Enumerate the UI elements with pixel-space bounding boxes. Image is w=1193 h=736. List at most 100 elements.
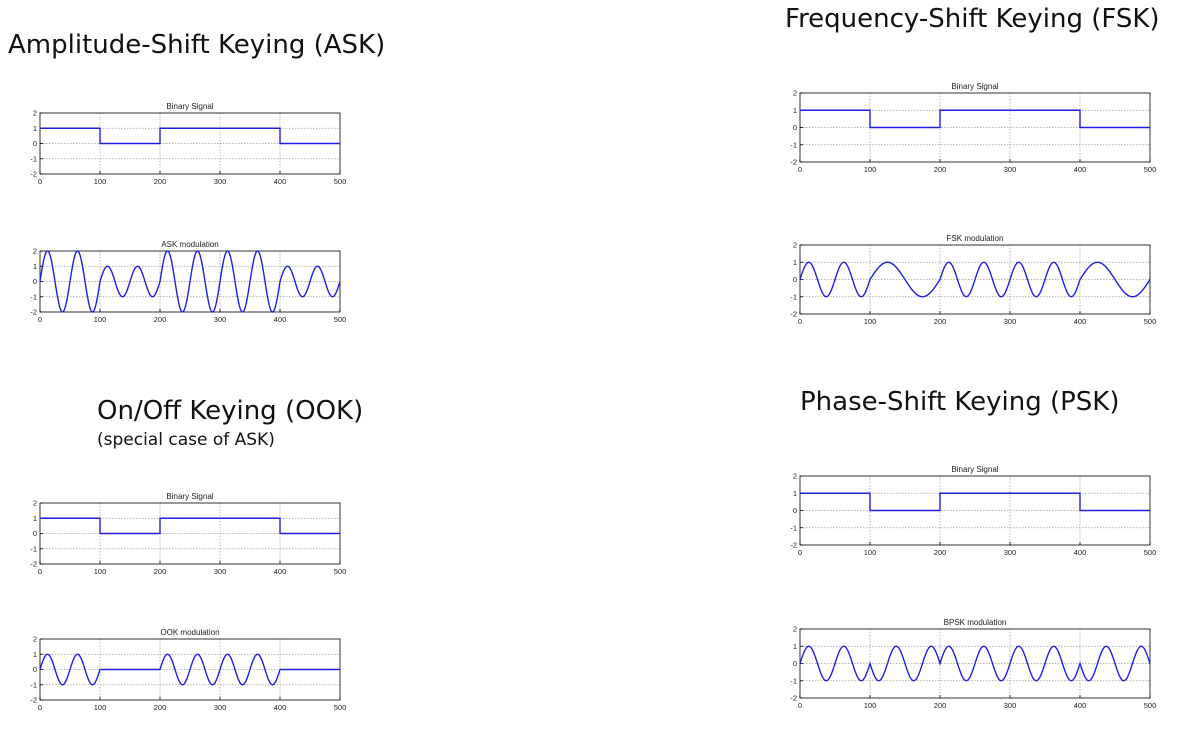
y-tick-label: 1 bbox=[33, 262, 37, 271]
fsk-binary-chart: Binary Signal 0 100 200 300 400 500 2 1 0 -1 -2 bbox=[790, 82, 1157, 174]
chart-title: FSK modulation bbox=[947, 234, 1004, 243]
x-tick-label: 200 bbox=[934, 317, 947, 326]
y-tick-label: 1 bbox=[793, 642, 797, 651]
y-tick-label: -1 bbox=[790, 140, 797, 149]
ask-binary-chart: Binary Signal 0 100 200 300 400 500 2 1 0 -1 -2 bbox=[30, 102, 347, 186]
ask-mod-chart: ASK modulation 0 100 200 300 400 500 2 1 0 -1 -2 bbox=[30, 240, 346, 324]
x-tick-label: 200 bbox=[934, 165, 947, 174]
y-tick-label: -2 bbox=[790, 158, 797, 167]
signal-trace bbox=[799, 645, 1151, 682]
y-tick-label: 0 bbox=[33, 665, 37, 674]
x-tick-label: 0 bbox=[38, 703, 42, 712]
y-tick-label: -2 bbox=[790, 310, 797, 319]
x-tick-label: 300 bbox=[1004, 317, 1017, 326]
x-tick-label: 100 bbox=[864, 701, 877, 710]
y-tick-label: -2 bbox=[30, 560, 37, 569]
x-tick-label: 400 bbox=[274, 703, 287, 712]
x-tick-label: 400 bbox=[1074, 701, 1087, 710]
x-tick-label: 500 bbox=[334, 567, 347, 576]
ask-heading: Amplitude-Shift Keying (ASK) bbox=[8, 30, 386, 60]
y-tick-label: -1 bbox=[790, 676, 797, 685]
x-tick-label: 0 bbox=[798, 165, 802, 174]
x-tick-label: 500 bbox=[1144, 317, 1157, 326]
y-tick-label: 2 bbox=[33, 247, 37, 256]
signal-trace bbox=[39, 653, 340, 686]
y-tick-label: -2 bbox=[30, 170, 37, 179]
y-tick-label: 0 bbox=[33, 277, 37, 286]
y-tick-label: 1 bbox=[33, 650, 37, 659]
x-tick-label: 100 bbox=[864, 548, 877, 557]
y-tick-label: 2 bbox=[793, 472, 797, 481]
x-tick-label: 400 bbox=[274, 315, 287, 324]
x-tick-label: 100 bbox=[864, 317, 877, 326]
x-tick-label: 200 bbox=[154, 567, 167, 576]
y-tick-label: 2 bbox=[33, 109, 37, 118]
x-tick-label: 0 bbox=[798, 317, 802, 326]
y-tick-label: -1 bbox=[790, 523, 797, 532]
x-tick-label: 500 bbox=[1144, 165, 1157, 174]
x-tick-label: 400 bbox=[274, 177, 287, 186]
x-tick-label: 500 bbox=[334, 177, 347, 186]
x-tick-label: 500 bbox=[1144, 548, 1157, 557]
x-tick-label: 0 bbox=[38, 177, 42, 186]
signal-trace bbox=[40, 517, 340, 535]
y-tick-label: 0 bbox=[33, 529, 37, 538]
chart-title: BPSK modulation bbox=[944, 618, 1007, 627]
x-tick-label: 200 bbox=[154, 703, 167, 712]
ook-binary-chart: Binary Signal 0 100 200 300 400 500 2 1 0 -1 -2 bbox=[30, 492, 347, 576]
chart-title: ASK modulation bbox=[161, 240, 218, 249]
x-tick-label: 300 bbox=[214, 177, 227, 186]
psk-binary-chart: Binary Signal 0 100 200 300 400 500 2 1 0 -1 -2 bbox=[790, 465, 1157, 557]
y-tick-label: -1 bbox=[30, 154, 37, 163]
chart-title: OOK modulation bbox=[160, 628, 219, 637]
x-tick-label: 200 bbox=[154, 315, 167, 324]
x-tick-label: 0 bbox=[38, 315, 42, 324]
x-tick-label: 400 bbox=[1074, 165, 1087, 174]
x-tick-label: 100 bbox=[94, 703, 107, 712]
x-tick-label: 300 bbox=[214, 315, 227, 324]
x-tick-label: 0 bbox=[38, 567, 42, 576]
signal-trace bbox=[800, 109, 1150, 129]
x-tick-label: 200 bbox=[934, 548, 947, 557]
x-tick-label: 300 bbox=[1004, 701, 1017, 710]
signal-trace bbox=[799, 261, 1151, 298]
chart-title: Binary Signal bbox=[166, 102, 213, 111]
y-tick-label: -2 bbox=[790, 541, 797, 550]
y-tick-label: -2 bbox=[30, 308, 37, 317]
y-tick-label: 2 bbox=[793, 625, 797, 634]
x-tick-label: 300 bbox=[1004, 548, 1017, 557]
x-tick-label: 400 bbox=[1074, 548, 1087, 557]
psk-mod-chart: BPSK modulation 0 100 200 300 400 500 2 1 0 -1 -2 bbox=[790, 618, 1157, 710]
x-tick-label: 300 bbox=[214, 567, 227, 576]
x-tick-label: 100 bbox=[94, 177, 107, 186]
y-tick-label: 0 bbox=[793, 123, 797, 132]
y-tick-label: -2 bbox=[30, 696, 37, 705]
y-tick-label: -1 bbox=[30, 680, 37, 689]
y-tick-label: 1 bbox=[793, 106, 797, 115]
y-tick-label: 1 bbox=[33, 124, 37, 133]
x-tick-label: 100 bbox=[94, 567, 107, 576]
fsk-mod-chart: FSK modulation 0 100 200 300 400 500 2 1 0 -1 -2 bbox=[790, 234, 1157, 326]
x-tick-label: 0 bbox=[798, 548, 802, 557]
signal-trace bbox=[800, 492, 1150, 512]
y-tick-label: 0 bbox=[793, 275, 797, 284]
x-tick-label: 500 bbox=[1144, 701, 1157, 710]
y-tick-label: 2 bbox=[793, 241, 797, 250]
x-tick-label: 100 bbox=[864, 165, 877, 174]
y-tick-label: 2 bbox=[793, 89, 797, 98]
x-tick-label: 400 bbox=[1074, 317, 1087, 326]
fsk-heading: Frequency-Shift Keying (FSK) bbox=[785, 4, 1160, 34]
y-tick-label: 0 bbox=[793, 506, 797, 515]
y-tick-label: -1 bbox=[790, 292, 797, 301]
x-tick-label: 100 bbox=[94, 315, 107, 324]
y-tick-label: 2 bbox=[33, 635, 37, 644]
y-tick-label: 2 bbox=[33, 499, 37, 508]
x-tick-label: 200 bbox=[934, 701, 947, 710]
ook-mod-chart: OOK modulation 0 100 200 300 400 500 2 1 0 -1 -2 bbox=[30, 628, 346, 712]
x-tick-label: 400 bbox=[274, 567, 287, 576]
chart-title: Binary Signal bbox=[951, 465, 998, 474]
x-tick-label: 200 bbox=[154, 177, 167, 186]
x-tick-label: 0 bbox=[798, 701, 802, 710]
y-tick-label: 1 bbox=[793, 489, 797, 498]
ook-heading: On/Off Keying (OOK) bbox=[97, 396, 364, 426]
